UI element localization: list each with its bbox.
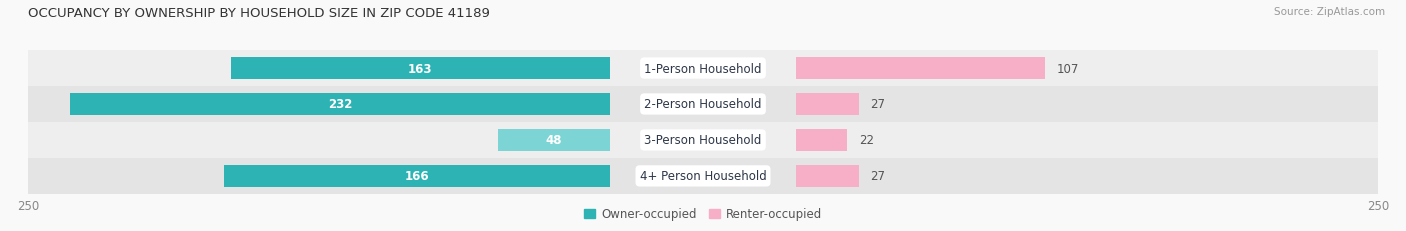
- Text: 107: 107: [1057, 62, 1080, 75]
- Text: 22: 22: [859, 134, 875, 147]
- Bar: [610, 158, 796, 194]
- Text: 1-Person Household: 1-Person Household: [644, 62, 762, 75]
- Legend: Owner-occupied, Renter-occupied: Owner-occupied, Renter-occupied: [579, 203, 827, 225]
- Text: 232: 232: [328, 98, 352, 111]
- Bar: [796, 87, 1378, 122]
- Text: OCCUPANCY BY OWNERSHIP BY HOUSEHOLD SIZE IN ZIP CODE 41189: OCCUPANCY BY OWNERSHIP BY HOUSEHOLD SIZE…: [28, 7, 491, 20]
- Text: 166: 166: [405, 170, 429, 183]
- Text: 2-Person Household: 2-Person Household: [644, 98, 762, 111]
- Bar: [796, 58, 1045, 80]
- Bar: [796, 129, 848, 152]
- Bar: [28, 87, 610, 122]
- Text: 48: 48: [546, 134, 562, 147]
- Bar: [796, 122, 1378, 158]
- Bar: [28, 122, 610, 158]
- Bar: [610, 51, 796, 87]
- Bar: [796, 93, 859, 116]
- Text: 4+ Person Household: 4+ Person Household: [640, 170, 766, 183]
- Bar: [224, 165, 610, 187]
- Bar: [796, 165, 859, 187]
- Bar: [610, 87, 796, 122]
- Text: 3-Person Household: 3-Person Household: [644, 134, 762, 147]
- Bar: [796, 51, 1378, 87]
- Bar: [28, 158, 610, 194]
- Bar: [610, 122, 796, 158]
- Bar: [28, 51, 610, 87]
- Bar: [231, 58, 610, 80]
- Text: Source: ZipAtlas.com: Source: ZipAtlas.com: [1274, 7, 1385, 17]
- Bar: [796, 158, 1378, 194]
- Text: 27: 27: [870, 170, 886, 183]
- Bar: [70, 93, 610, 116]
- Text: 163: 163: [408, 62, 433, 75]
- Bar: [498, 129, 610, 152]
- Text: 27: 27: [870, 98, 886, 111]
